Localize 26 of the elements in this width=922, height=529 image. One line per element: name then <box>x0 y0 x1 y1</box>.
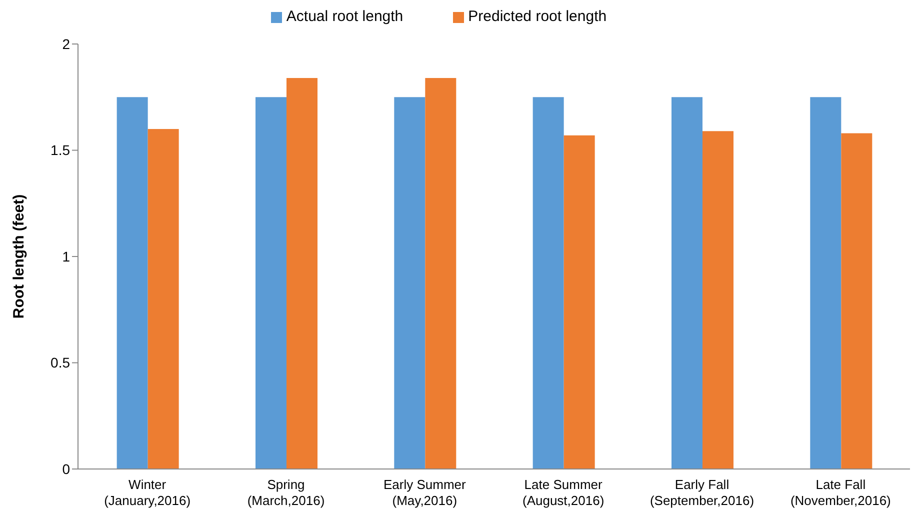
x-tick-label: Winter (January,2016) <box>104 477 191 508</box>
y-tick-label: 2 <box>62 36 70 52</box>
bar <box>255 97 286 469</box>
bar <box>702 131 734 469</box>
y-axis-title: Root length (feet) <box>10 194 28 319</box>
y-tick-label: 1.5 <box>50 142 70 158</box>
x-tick-label: Late Fall (November,2016) <box>790 477 891 508</box>
bar <box>116 97 148 469</box>
x-tick-label: Early Summer (May,2016) <box>383 477 467 508</box>
x-tick-label: Spring (March,2016) <box>247 477 325 508</box>
bar <box>671 97 702 469</box>
x-tick-label: Late Summer (August,2016) <box>522 477 604 508</box>
bar <box>394 97 426 469</box>
y-tick-label: 0 <box>62 460 70 477</box>
y-tick-label: 1 <box>62 248 70 264</box>
bar <box>148 129 179 469</box>
bar <box>532 97 564 469</box>
legend-label: Actual root length <box>286 8 404 25</box>
legend-label: Predicted root length <box>468 8 607 25</box>
y-tick-label: 0.5 <box>50 354 70 371</box>
bar <box>286 78 318 469</box>
bar <box>425 78 456 469</box>
bar <box>841 133 872 469</box>
x-tick-label: Early Fall (September,2016) <box>650 477 754 508</box>
bar <box>564 135 595 469</box>
bar <box>810 97 842 469</box>
